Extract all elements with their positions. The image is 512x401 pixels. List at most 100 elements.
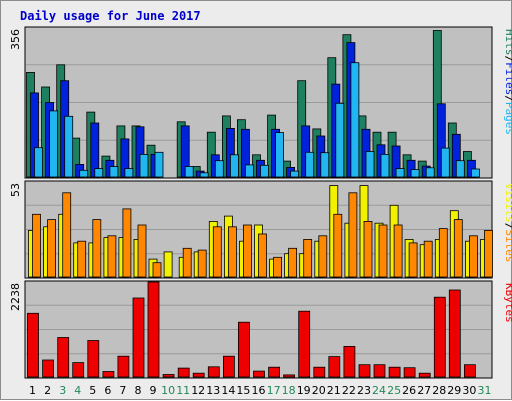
bar-kbytes-day-19 bbox=[298, 310, 311, 378]
bar-kbytes-day-8 bbox=[132, 297, 145, 378]
bar-kbytes-day-13 bbox=[207, 366, 220, 378]
bar-pages-day-26 bbox=[410, 169, 420, 178]
y-max-label-kbytes: 2238 bbox=[9, 283, 22, 311]
day-label-3: 3 bbox=[59, 384, 66, 397]
bar-kbytes-day-17 bbox=[268, 366, 281, 378]
bar-kbytes-day-3 bbox=[57, 337, 70, 378]
bar-pages-day-17 bbox=[275, 132, 285, 178]
x-axis-day-labels: 1 2 3 4 5 6 7 8 9 10 11 12 13 14 15 16 17 18 19 20 21 22 23 24 2… bbox=[29, 384, 492, 397]
bar-pages-day-9 bbox=[154, 151, 164, 178]
bar-kbytes-day-27 bbox=[418, 372, 431, 378]
bar-kbytes-day-15 bbox=[237, 321, 250, 378]
day-label-14: 14 bbox=[221, 384, 235, 397]
bar-pages-day-8 bbox=[139, 153, 149, 178]
bar-kbytes-day-2 bbox=[42, 359, 54, 378]
day-label-28: 28 bbox=[432, 384, 446, 397]
y-max-label-visits_sites: 53 bbox=[9, 183, 22, 197]
bar-pages-day-22 bbox=[350, 62, 360, 178]
day-label-25: 25 bbox=[387, 384, 401, 397]
bar-pages-day-29 bbox=[455, 160, 465, 178]
bar-kbytes-day-9 bbox=[147, 281, 160, 378]
y-max-label-hits_files_pages: 356 bbox=[9, 29, 22, 50]
legend-hits_files_pages: Hits/Files/Pages bbox=[503, 29, 512, 135]
bar-pages-day-21 bbox=[335, 102, 345, 178]
bar-pages-day-7 bbox=[124, 168, 134, 178]
day-label-15: 15 bbox=[236, 384, 250, 397]
day-label-5: 5 bbox=[89, 384, 96, 397]
bar-sites-day-29 bbox=[453, 219, 463, 278]
bar-pages-day-14 bbox=[229, 154, 239, 178]
bar-pages-day-24 bbox=[380, 153, 390, 178]
bar-sites-day-18 bbox=[288, 247, 298, 278]
bar-pages-day-15 bbox=[244, 164, 254, 178]
bar-sites-day-8 bbox=[137, 224, 147, 278]
day-label-4: 4 bbox=[74, 384, 81, 397]
bar-pages-day-1 bbox=[34, 147, 43, 178]
bar-kbytes-day-25 bbox=[388, 366, 401, 378]
legend-kbytes: KBytes bbox=[503, 283, 512, 323]
bar-sites-day-11 bbox=[182, 247, 192, 278]
bar-sites-day-14 bbox=[227, 226, 237, 278]
bar-sites-day-17 bbox=[273, 256, 283, 278]
bar-sites-day-23 bbox=[363, 220, 373, 278]
bar-sites-day-15 bbox=[242, 224, 252, 278]
bar-kbytes-day-23 bbox=[358, 364, 371, 378]
legend-entry: KBytes bbox=[503, 283, 512, 323]
bar-kbytes-day-12 bbox=[192, 372, 205, 378]
bar-pages-day-3 bbox=[64, 115, 74, 178]
bar-sites-day-4 bbox=[77, 240, 87, 278]
bar-kbytes-day-11 bbox=[177, 367, 190, 378]
day-label-8: 8 bbox=[135, 384, 142, 397]
bar-sites-day-16 bbox=[258, 233, 267, 278]
bar-sites-day-19 bbox=[303, 238, 313, 278]
bar-kbytes-day-18 bbox=[283, 374, 296, 378]
bar-kbytes-day-22 bbox=[343, 345, 356, 378]
bar-sites-day-22 bbox=[348, 192, 358, 278]
bar-kbytes-day-6 bbox=[102, 371, 115, 378]
bar-sites-day-20 bbox=[318, 235, 328, 278]
day-label-30: 30 bbox=[462, 384, 476, 397]
legend-entry: Pages bbox=[503, 102, 512, 135]
bar-kbytes-day-14 bbox=[222, 355, 235, 378]
day-label-29: 29 bbox=[447, 384, 461, 397]
legend-entry: Visits bbox=[503, 183, 512, 223]
bar-sites-day-6 bbox=[107, 235, 117, 278]
bar-kbytes-day-30 bbox=[463, 364, 476, 378]
bar-pages-day-27 bbox=[425, 167, 435, 178]
legend-entry: / bbox=[503, 95, 512, 102]
bar-sites-day-24 bbox=[378, 224, 388, 278]
day-label-18: 18 bbox=[282, 384, 296, 397]
bar-kbytes-day-4 bbox=[72, 362, 85, 378]
bar-pages-day-25 bbox=[395, 168, 405, 178]
bar-pages-day-18 bbox=[290, 170, 300, 178]
bar-pages-day-23 bbox=[365, 151, 375, 178]
day-label-24: 24 bbox=[372, 384, 386, 397]
bar-pages-day-16 bbox=[260, 164, 269, 178]
bar-kbytes-day-29 bbox=[448, 289, 461, 378]
bar-kbytes-day-7 bbox=[117, 355, 130, 378]
day-label-13: 13 bbox=[206, 384, 220, 397]
day-label-21: 21 bbox=[327, 384, 341, 397]
bar-sites-day-25 bbox=[393, 224, 403, 278]
panel-visits_sites: 53 Visits/Sites bbox=[9, 180, 512, 279]
panel-kbytes: 2238 KBytes bbox=[9, 280, 512, 379]
day-label-10: 10 bbox=[161, 384, 175, 397]
bar-sites-day-30 bbox=[468, 235, 478, 278]
day-label-27: 27 bbox=[417, 384, 431, 397]
legend-visits_sites: Visits/Sites bbox=[503, 183, 512, 263]
chart-panels: 356 Hits/Files/Pages 53 Visits/Sites 2238 KBy… bbox=[9, 26, 512, 379]
day-label-22: 22 bbox=[342, 384, 356, 397]
legend-entry: Files bbox=[503, 62, 512, 95]
day-label-2: 2 bbox=[44, 384, 51, 397]
bar-pages-day-30 bbox=[470, 168, 480, 178]
day-label-26: 26 bbox=[402, 384, 416, 397]
bar-sites-day-3 bbox=[62, 192, 72, 278]
bar-sites-day-31 bbox=[484, 229, 493, 278]
legend-entry: / bbox=[503, 223, 512, 230]
bar-pages-day-11 bbox=[184, 166, 194, 178]
legend-entry: / bbox=[503, 56, 512, 63]
bar-sites-day-5 bbox=[92, 219, 102, 278]
day-label-11: 11 bbox=[176, 384, 190, 397]
